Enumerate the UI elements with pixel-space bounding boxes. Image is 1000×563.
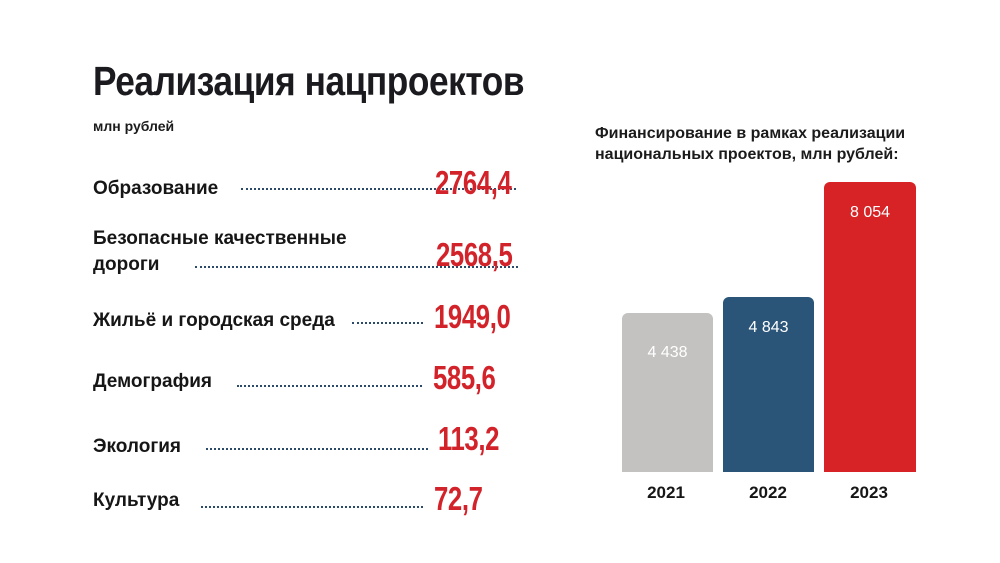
project-label: Образование bbox=[93, 178, 219, 199]
bar-2021: 4 438 bbox=[622, 313, 713, 472]
project-value: 2568,5 bbox=[436, 236, 513, 273]
bar-value-label: 8 054 bbox=[849, 204, 891, 221]
project-value: 585,6 bbox=[433, 359, 496, 396]
bar-2022: 4 843 bbox=[723, 297, 814, 472]
project-label: Демография bbox=[93, 371, 212, 392]
project-label: Безопасные качественные bbox=[93, 228, 347, 249]
project-label: Экология bbox=[93, 436, 182, 457]
x-axis-label-2022: 2022 bbox=[749, 483, 787, 502]
x-axis-label-2021: 2021 bbox=[647, 483, 685, 502]
bar-value-label: 4 843 bbox=[748, 319, 789, 336]
bar-2023: 8 054 bbox=[824, 182, 916, 472]
x-axis-label-2023: 2023 bbox=[850, 483, 888, 502]
dotted-leader bbox=[237, 385, 422, 387]
dotted-leader bbox=[352, 322, 423, 324]
project-label-line2: дороги bbox=[93, 254, 160, 275]
project-value: 113,2 bbox=[438, 420, 500, 457]
project-value: 1949,0 bbox=[434, 298, 511, 335]
page-title: Реализация нацпроектов bbox=[93, 58, 525, 104]
unit-label: млн рублей bbox=[93, 118, 175, 134]
project-value: 72,7 bbox=[434, 480, 483, 517]
project-label: Жильё и городская среда bbox=[93, 310, 335, 331]
dotted-leader bbox=[195, 266, 518, 268]
bar-value-label: 4 438 bbox=[647, 344, 688, 361]
dotted-leader bbox=[206, 448, 428, 450]
project-label: Культура bbox=[93, 490, 180, 511]
dotted-leader bbox=[241, 188, 516, 190]
chart-title: Финансирование в рамках реализации нацио… bbox=[595, 125, 906, 163]
dotted-leader bbox=[201, 506, 423, 508]
project-value: 2764,4 bbox=[435, 164, 512, 201]
